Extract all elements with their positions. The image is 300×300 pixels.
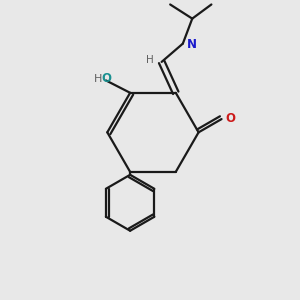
Text: O: O (101, 73, 111, 85)
Text: N: N (187, 38, 197, 51)
Text: H: H (94, 74, 102, 84)
Text: H: H (146, 55, 153, 64)
Text: O: O (226, 112, 236, 125)
